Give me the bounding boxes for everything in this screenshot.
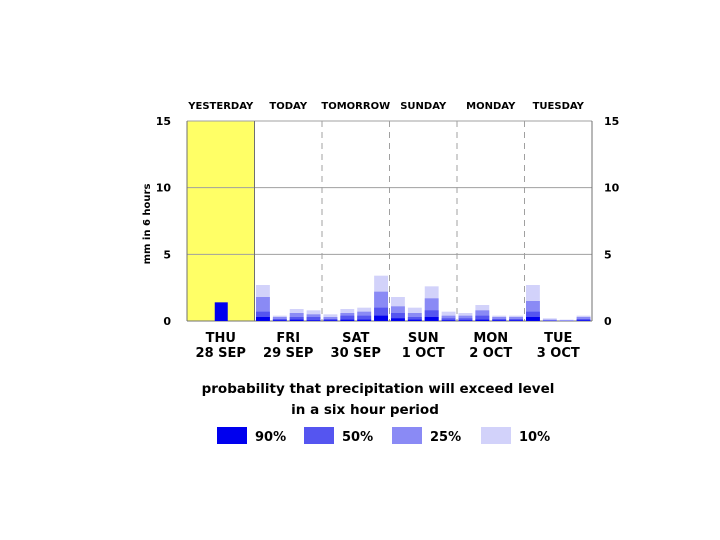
y-tick-right: 15 [604,115,619,128]
bar-period-v50 [475,315,490,321]
day-name-labels: YESTERDAY TODAY TOMORROW SUNDAY MONDAY TUESDA… [187,101,584,112]
legend: 90% 50% 25% 10% [217,427,550,445]
y-tick-left: 10 [156,182,172,195]
bar-period-v90 [340,319,355,321]
bar-period-v50 [256,311,270,321]
bar-period-v50 [407,317,422,321]
x-day-label: FRI [276,331,300,346]
bar-period-v50 [526,311,540,321]
bar-period-v50 [323,319,338,321]
caption-line-2: in a six hour period [291,402,439,418]
x-date-label: 29 SEP [263,346,313,361]
bar-period-v50 [357,315,372,321]
x-day-label: THU [206,331,236,346]
x-date-label: 3 OCT [537,346,580,361]
bar-period-v50 [391,313,405,321]
x-date-label: 2 OCT [469,346,512,361]
bar-period-v90 [492,320,507,321]
legend-label: 25% [430,430,461,445]
legend-swatch [304,427,334,444]
bar-period-v90 [357,319,372,321]
plot-area [186,120,593,322]
legend-swatch [217,427,247,444]
bar-period-v90 [391,318,405,321]
bar-period-v90 [374,315,388,321]
day-name-label: TODAY [269,101,307,112]
day-name-label: MONDAY [466,101,516,112]
y-tick-right: 10 [604,182,620,195]
x-date-label: 28 SEP [196,346,246,361]
y-tick-left: 0 [163,315,171,328]
y-tick-left: 5 [163,248,171,261]
yesterday-highlight [187,121,255,321]
bar-yesterday [214,302,228,321]
bar-period-v50 [340,315,355,321]
bar-period-v50 [289,317,304,321]
day-name-label: YESTERDAY [187,101,254,112]
bar-period-v50 [306,317,321,321]
bar-period-v25 [441,315,456,321]
bar-period-v90 [475,319,490,321]
y-tick-right: 0 [604,315,612,328]
x-day-label: SUN [408,331,439,346]
bar-period-v50 [509,319,523,321]
y-tick-right: 5 [604,248,612,261]
x-day-label: TUE [544,331,572,346]
legend-swatch [481,427,511,444]
bar-period-v90 [272,320,287,321]
bar-period-v50 [542,320,557,321]
bar-period-v90 [323,320,338,321]
bar-period-v90 [441,320,456,321]
bar-period-v90 [424,317,439,321]
legend-label: 90% [255,430,286,445]
x-day-label: MON [473,331,508,346]
bar-period-v25 [458,315,473,321]
bar-period-v50 [272,319,287,321]
y-tick-left: 15 [156,115,171,128]
legend-label: 50% [342,430,373,445]
day-name-label: TOMORROW [321,101,390,112]
caption-line-1: probability that precipitation will exce… [202,381,555,397]
day-name-label: TUESDAY [533,101,585,112]
legend-swatch [392,427,422,444]
bar-period-v90 [256,317,270,321]
x-date-label: 30 SEP [331,346,381,361]
bar-period-v90 [289,319,304,321]
legend-label: 10% [519,430,550,445]
x-day-label: SAT [342,331,369,346]
bar-period-v90 [526,317,540,321]
bar-period-v25 [559,320,574,321]
bar-period-v90 [458,320,473,321]
bar-period-v50 [492,319,507,321]
bar-period-v10 [559,319,574,321]
day-name-label: SUNDAY [400,101,447,112]
y-axis-title: mm in 6 hours [142,184,153,265]
y-axis-ticks: 0 0 5 5 10 10 15 15 [156,115,620,328]
bar-period-v90 [576,320,591,321]
bar-period-v90 [407,319,422,321]
bar-period-v90 [509,320,523,321]
bar-period-v50 [424,310,439,321]
bar-period-v25 [542,319,557,321]
bar-period-v90 [306,320,321,321]
bar-period-v50 [458,318,473,321]
bar-period-v50 [576,319,591,321]
x-date-label: 1 OCT [402,346,445,361]
bar-period-v50 [441,318,456,321]
